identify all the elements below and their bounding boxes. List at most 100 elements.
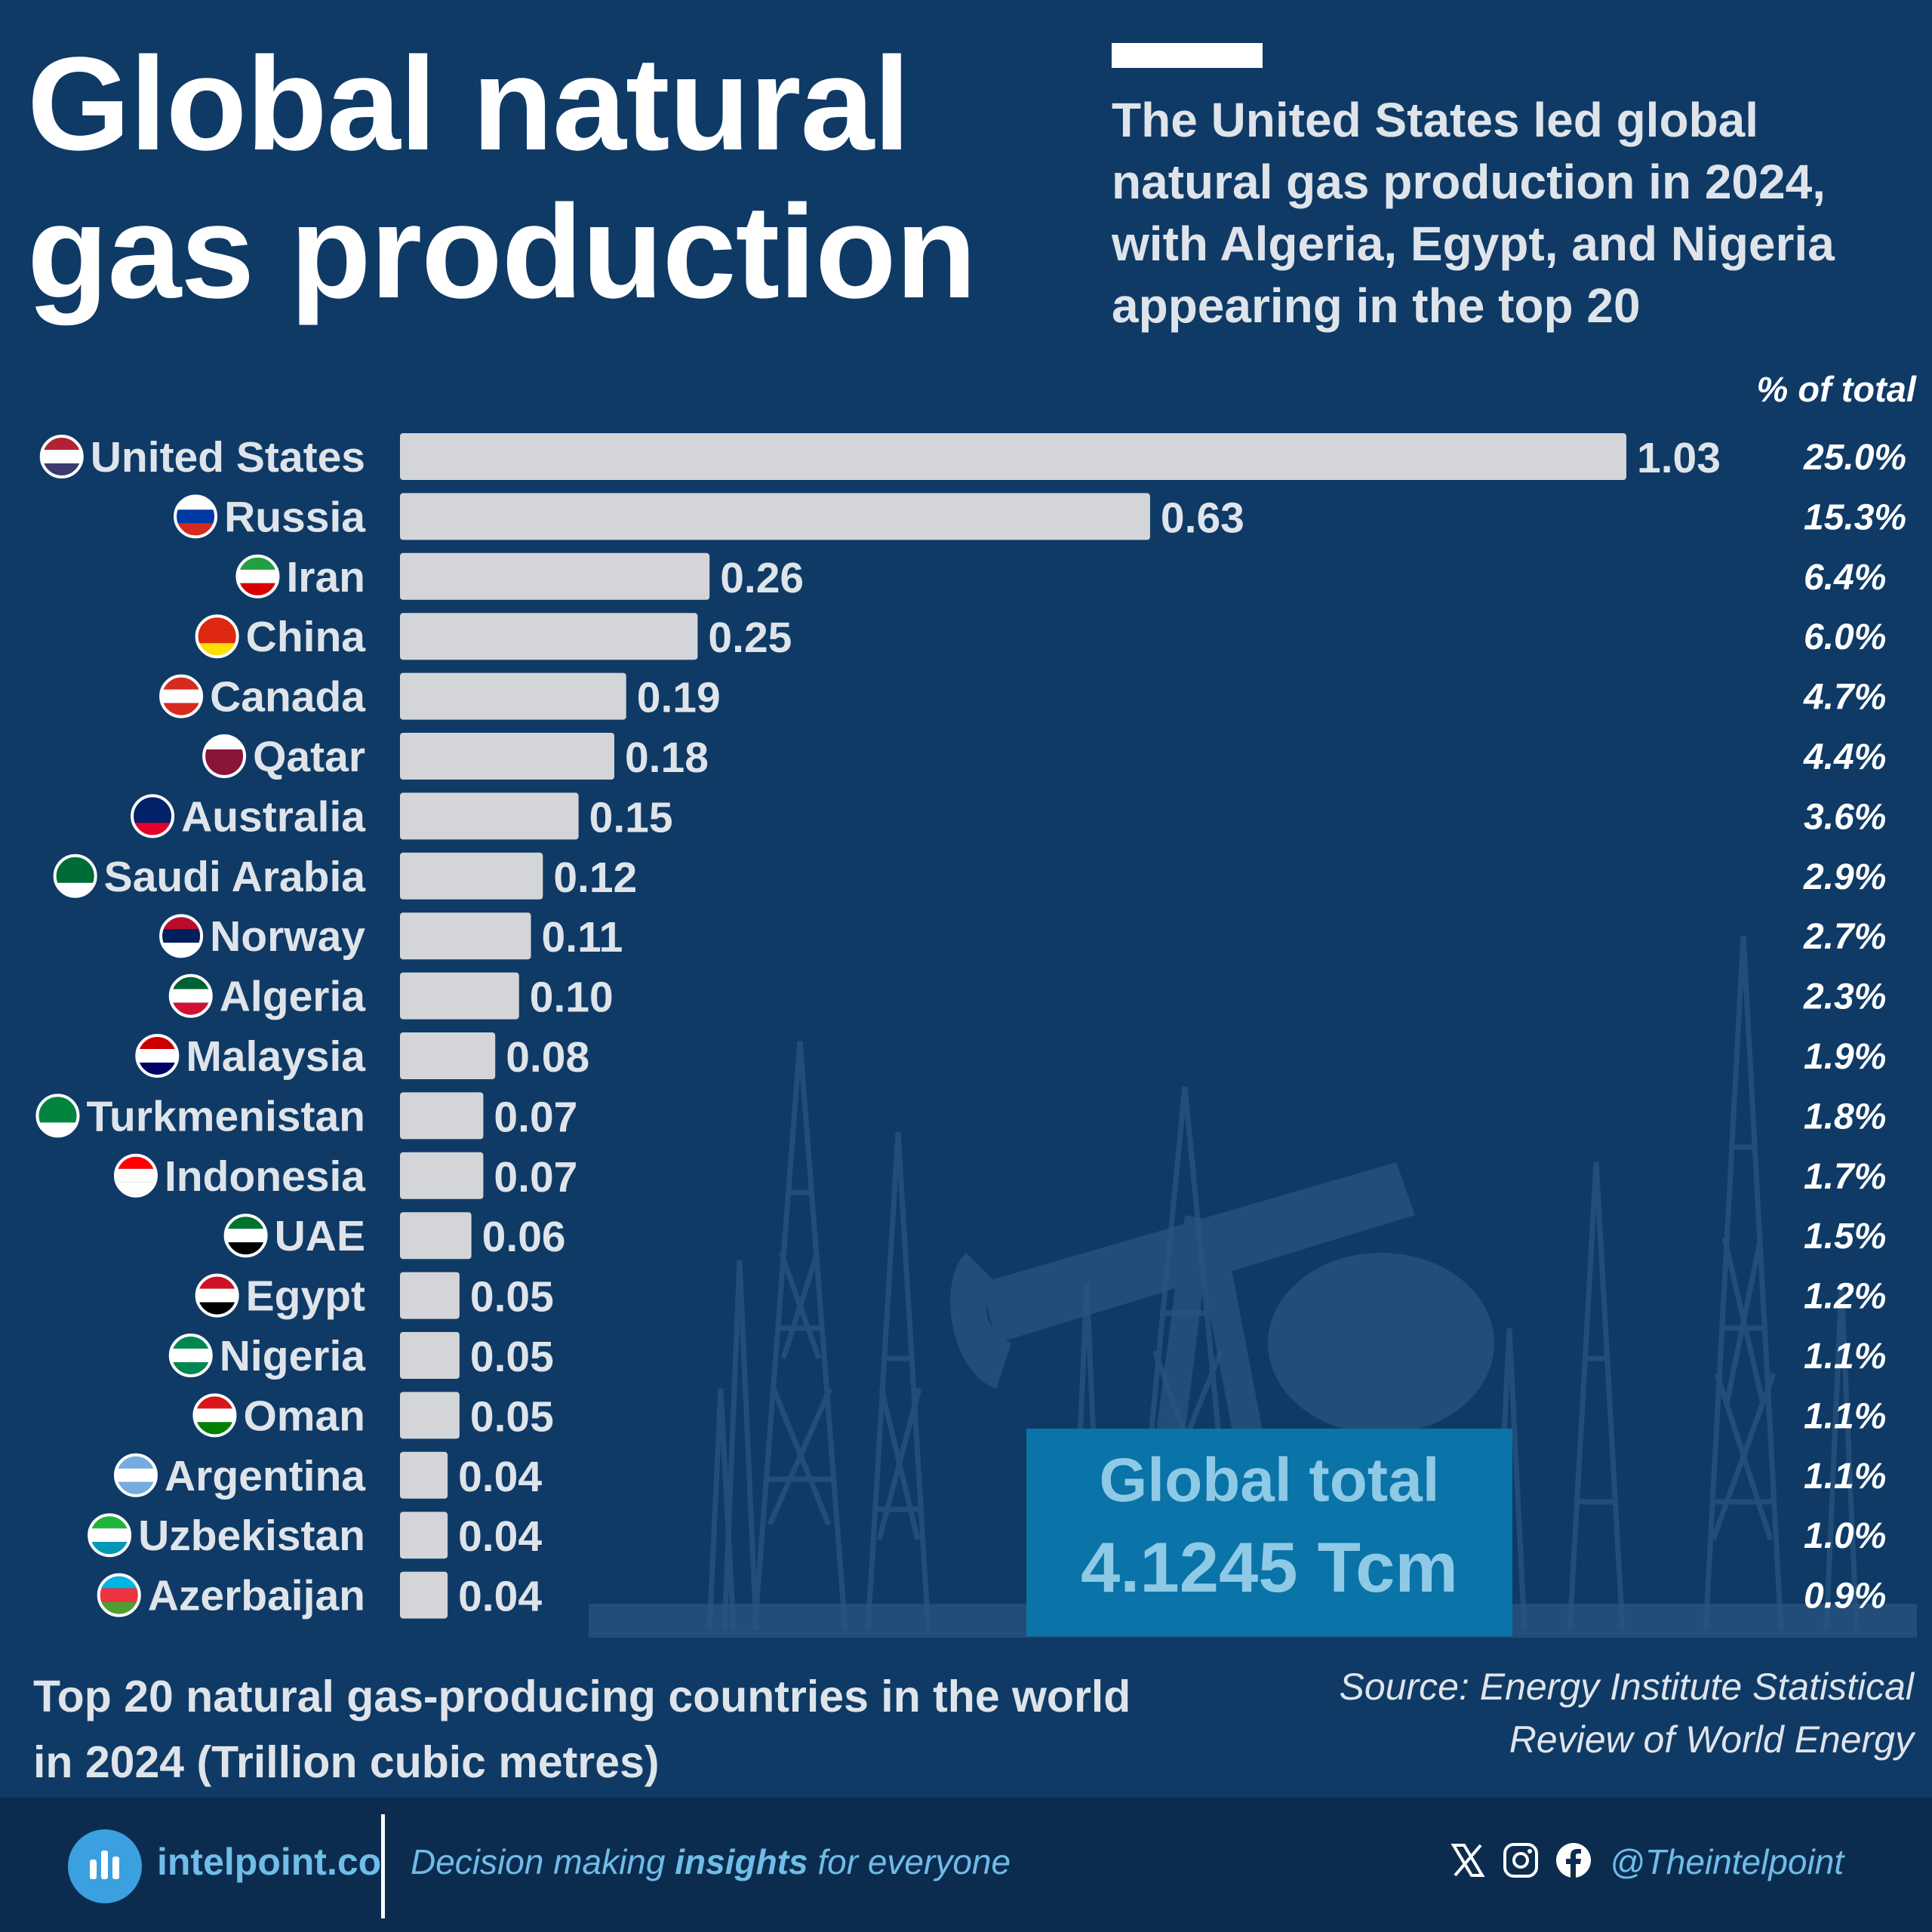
bar-china bbox=[400, 613, 698, 660]
country-label-qatar: Qatar bbox=[253, 733, 365, 781]
percent-label-algeria: 2.3% bbox=[1803, 977, 1886, 1017]
value-label-qatar: 0.18 bbox=[625, 734, 709, 782]
country-label-algeria: Algeria bbox=[220, 973, 367, 1021]
accent-bar bbox=[1112, 43, 1263, 68]
country-label-iran: Iran bbox=[286, 553, 365, 601]
country-label-azerbaijan: Azerbaijan bbox=[148, 1572, 365, 1620]
value-label-argentina: 0.04 bbox=[458, 1453, 542, 1501]
bar-norway bbox=[400, 912, 531, 960]
facebook-icon[interactable] bbox=[1555, 1841, 1592, 1879]
flag-icon-russia bbox=[174, 494, 218, 539]
percent-label-egypt: 1.2% bbox=[1804, 1277, 1886, 1317]
percent-column-header: % of total bbox=[1756, 369, 1916, 409]
percent-label-malaysia: 1.9% bbox=[1804, 1037, 1886, 1077]
country-label-russia: Russia bbox=[224, 493, 366, 541]
country-label-indonesia: Indonesia bbox=[165, 1152, 366, 1201]
percent-label-australia: 3.6% bbox=[1804, 797, 1886, 837]
percent-label-nigeria: 1.1% bbox=[1804, 1337, 1886, 1377]
bar-australia bbox=[400, 792, 579, 840]
percent-label-iran: 6.4% bbox=[1804, 558, 1886, 598]
footer-tagline: Decision making insights for everyone bbox=[411, 1841, 1011, 1882]
bar-oman bbox=[400, 1392, 460, 1439]
bar-turkmenistan bbox=[400, 1092, 484, 1140]
country-label-argentina: Argentina bbox=[165, 1452, 366, 1500]
flag-icon-argentina bbox=[113, 1453, 158, 1497]
bar-argentina bbox=[400, 1451, 448, 1499]
country-label-canada: Canada bbox=[210, 673, 366, 721]
percent-label-turkmenistan: 1.8% bbox=[1804, 1097, 1886, 1137]
country-label-saudi-arabia: Saudi Arabia bbox=[104, 853, 367, 901]
value-label-australia: 0.15 bbox=[589, 793, 673, 841]
percent-label-indonesia: 1.7% bbox=[1804, 1157, 1886, 1197]
flag-icon-oman bbox=[192, 1393, 237, 1438]
social-handle[interactable]: @Theintelpoint bbox=[1610, 1842, 1844, 1881]
flag-icon-uzbekistan bbox=[88, 1513, 132, 1558]
flag-icon-united-states bbox=[39, 435, 84, 478]
flag-icon-australia bbox=[131, 794, 175, 838]
flag-icon-qatar bbox=[202, 734, 247, 778]
flag-icon-malaysia bbox=[135, 1034, 180, 1078]
page-title: Global natural gas production bbox=[27, 30, 977, 326]
bar-nigeria bbox=[400, 1332, 460, 1379]
flag-icon-nigeria bbox=[168, 1334, 213, 1377]
flag-icon-algeria bbox=[168, 974, 213, 1018]
bar-malaysia bbox=[400, 1032, 496, 1079]
country-label-oman: Oman bbox=[243, 1392, 365, 1440]
global-total-label: Global total bbox=[1099, 1446, 1440, 1515]
flag-icon-uae bbox=[223, 1214, 268, 1258]
bar-united-states bbox=[400, 433, 1626, 480]
percent-label-oman: 1.1% bbox=[1804, 1396, 1886, 1436]
percent-label-china: 6.0% bbox=[1804, 617, 1886, 657]
value-label-china: 0.25 bbox=[708, 614, 792, 662]
value-label-united-states: 1.03 bbox=[1637, 434, 1721, 482]
bar-saudi-arabia bbox=[400, 852, 543, 900]
bar-russia bbox=[400, 493, 1150, 540]
percent-label-canada: 4.7% bbox=[1803, 678, 1886, 718]
bar-uae bbox=[400, 1212, 472, 1260]
bar-iran bbox=[400, 552, 710, 600]
flag-icon-azerbaijan bbox=[97, 1573, 141, 1617]
value-label-oman: 0.05 bbox=[470, 1392, 554, 1441]
value-label-malaysia: 0.08 bbox=[506, 1033, 589, 1081]
value-label-indonesia: 0.07 bbox=[494, 1153, 577, 1201]
country-label-uae: UAE bbox=[275, 1212, 365, 1260]
bar-egypt bbox=[400, 1272, 460, 1319]
percent-label-russia: 15.3% bbox=[1804, 497, 1906, 537]
country-label-australia: Australia bbox=[181, 792, 366, 841]
flag-icon-egypt bbox=[195, 1273, 239, 1318]
chart-caption: Top 20 natural gas-producing countries i… bbox=[33, 1672, 1131, 1787]
flag-icon-china bbox=[195, 614, 239, 659]
global-total-box: Global total 4.1245 Tcm bbox=[1026, 1429, 1512, 1636]
country-label-nigeria: Nigeria bbox=[220, 1332, 367, 1380]
percent-label-uae: 1.5% bbox=[1804, 1217, 1886, 1257]
tagline-start: Decision making bbox=[411, 1842, 675, 1881]
flag-icon-saudi-arabia bbox=[53, 854, 97, 898]
bar-azerbaijan bbox=[400, 1571, 448, 1619]
flag-icon-iran bbox=[235, 554, 280, 598]
flag-icon-indonesia bbox=[113, 1153, 158, 1198]
value-label-iran: 0.26 bbox=[720, 554, 804, 602]
instagram-icon[interactable] bbox=[1502, 1841, 1540, 1879]
brand-link[interactable]: intelpoint.co bbox=[157, 1841, 382, 1883]
percent-label-united-states: 25.0% bbox=[1803, 438, 1906, 478]
value-label-uzbekistan: 0.04 bbox=[458, 1512, 542, 1561]
value-label-russia: 0.63 bbox=[1161, 494, 1244, 542]
percent-label-qatar: 4.4% bbox=[1803, 737, 1886, 777]
intelpoint-logo-icon bbox=[68, 1829, 142, 1903]
country-label-turkmenistan: Turkmenistan bbox=[86, 1092, 365, 1140]
value-label-uae: 0.06 bbox=[482, 1213, 566, 1261]
x-icon[interactable] bbox=[1449, 1841, 1487, 1879]
value-label-turkmenistan: 0.07 bbox=[494, 1093, 577, 1141]
percent-label-azerbaijan: 0.9% bbox=[1804, 1577, 1886, 1617]
tagline-emphasis: insights bbox=[675, 1842, 808, 1881]
bar-qatar bbox=[400, 733, 614, 780]
bar-indonesia bbox=[400, 1152, 484, 1199]
percent-label-norway: 2.7% bbox=[1803, 917, 1886, 957]
percent-label-saudi-arabia: 2.9% bbox=[1803, 857, 1886, 897]
subtitle: The United States led global natural gas… bbox=[1112, 93, 1835, 333]
country-label-malaysia: Malaysia bbox=[186, 1032, 366, 1081]
flag-icon-canada bbox=[159, 674, 204, 718]
country-label-united-states: United States bbox=[91, 433, 365, 481]
value-label-norway: 0.11 bbox=[542, 913, 623, 961]
footer: intelpoint.co Decision making insights f… bbox=[0, 1798, 1932, 1932]
